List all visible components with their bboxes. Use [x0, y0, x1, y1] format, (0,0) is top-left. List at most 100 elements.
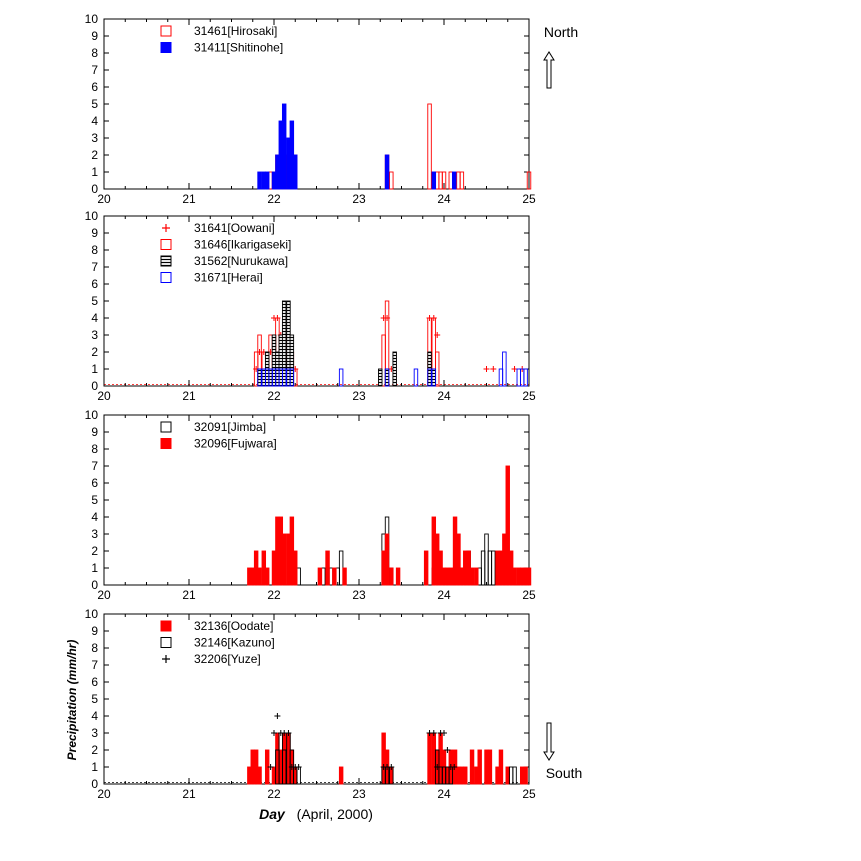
data-bar [427, 732, 432, 785]
data-bar [332, 567, 337, 586]
y-tick-label: 6 [91, 277, 98, 291]
data-bar [502, 351, 507, 387]
y-axis-label: Precipitation (mm/hr) [65, 640, 79, 761]
data-bar [384, 154, 390, 190]
data-bar [257, 171, 262, 190]
data-bar [257, 567, 262, 586]
data-bar [338, 368, 344, 387]
x-tick-label: 21 [182, 588, 196, 602]
data-point [441, 730, 447, 736]
legend-label: 31646[Ikarigaseki] [194, 238, 291, 252]
legend-label: 31562[Nurukawa] [194, 254, 288, 268]
y-tick-label: 10 [85, 12, 99, 26]
legend-marker [160, 272, 172, 283]
y-tick-label: 4 [91, 709, 98, 723]
x-tick-label: 20 [97, 389, 111, 403]
x-tick-label: 20 [97, 588, 111, 602]
data-bar [491, 550, 496, 586]
data-bar [413, 368, 419, 387]
legend-marker [160, 438, 172, 449]
data-bar [512, 766, 517, 785]
legend-marker [162, 224, 170, 232]
y-tick-label: 4 [91, 114, 98, 128]
data-point [444, 747, 451, 753]
y-tick-label: 10 [85, 408, 99, 422]
data-bar [281, 103, 287, 190]
data-bar [427, 368, 432, 387]
x-tick-label: 22 [267, 192, 281, 206]
north-label: North [544, 24, 578, 40]
legend-marker [162, 655, 170, 663]
y-tick-label: 1 [91, 362, 98, 376]
data-bar [293, 154, 298, 190]
data-bar [477, 749, 482, 785]
y-tick-label: 4 [91, 311, 98, 325]
y-tick-label: 10 [85, 209, 99, 223]
direction-indicator-south: South [543, 722, 582, 781]
y-tick-label: 2 [91, 544, 98, 558]
y-tick-label: 3 [91, 726, 98, 740]
y-tick-label: 9 [91, 29, 98, 43]
y-tick-label: 5 [91, 97, 98, 111]
y-tick-label: 9 [91, 624, 98, 638]
data-bar [257, 368, 262, 387]
x-axis-label-day: Day [259, 806, 286, 822]
data-bar [469, 567, 475, 586]
legend-label: 31671[Herai] [194, 271, 263, 285]
y-tick-label: 5 [91, 692, 98, 706]
data-bar [451, 171, 457, 190]
data-point [511, 366, 518, 372]
y-tick-label: 6 [91, 476, 98, 490]
y-tick-label: 9 [91, 226, 98, 240]
data-bar [459, 171, 465, 190]
x-tick-label: 20 [97, 787, 111, 801]
y-tick-label: 9 [91, 425, 98, 439]
data-bar [423, 550, 429, 586]
y-tick-label: 6 [91, 80, 98, 94]
y-tick-label: 4 [91, 510, 98, 524]
y-tick-label: 6 [91, 675, 98, 689]
data-point [285, 730, 292, 736]
y-tick-label: 2 [91, 148, 98, 162]
south-arrow-icon [543, 722, 555, 761]
data-bar [523, 766, 528, 785]
x-tick-label: 22 [267, 588, 281, 602]
data-point [295, 764, 302, 770]
y-tick-label: 7 [91, 63, 98, 77]
x-tick-label: 20 [97, 192, 111, 206]
y-tick-label: 2 [91, 743, 98, 757]
y-tick-label: 0 [91, 379, 98, 393]
legend-label: 31641[Oowani] [194, 221, 275, 235]
data-bar [264, 567, 270, 586]
y-tick-label: 3 [91, 527, 98, 541]
y-tick-label: 2 [91, 345, 98, 359]
legend-label: 32096[Fujwara] [194, 437, 277, 451]
data-bar [389, 567, 394, 586]
data-bar [523, 368, 528, 387]
y-tick-label: 3 [91, 328, 98, 342]
x-tick-label: 25 [522, 192, 536, 206]
legend-label: 32091[Jimba] [194, 420, 266, 434]
y-tick-label: 8 [91, 641, 98, 655]
data-bar [289, 368, 295, 387]
y-tick-label: 7 [91, 658, 98, 672]
data-point [267, 764, 274, 770]
data-point [434, 332, 441, 338]
data-point [451, 764, 458, 770]
y-tick-label: 0 [91, 182, 98, 196]
data-bar [469, 749, 475, 785]
x-tick-label: 21 [182, 192, 196, 206]
data-point [434, 764, 441, 770]
x-tick-label: 24 [437, 389, 451, 403]
x-tick-label: 24 [437, 588, 451, 602]
x-tick-label: 23 [352, 588, 366, 602]
data-bar [395, 567, 401, 586]
y-tick-label: 8 [91, 46, 98, 60]
data-bar [512, 567, 517, 586]
data-point [271, 730, 277, 736]
legend-marker [160, 239, 172, 250]
legend-label: 32206[Yuze] [194, 652, 261, 666]
